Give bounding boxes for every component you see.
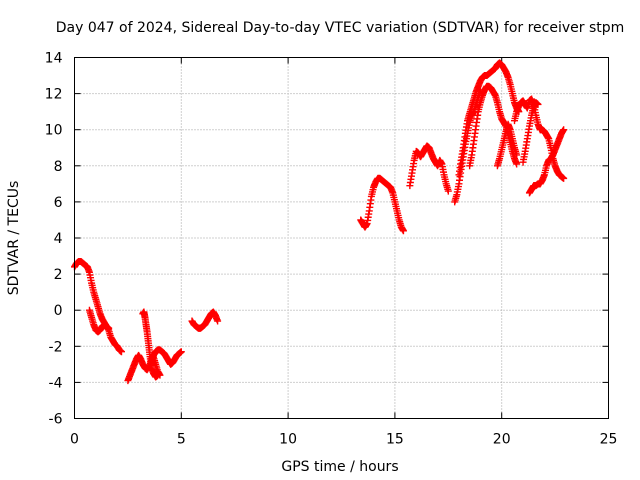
grid-lines: [74, 57, 609, 419]
data-point: [214, 317, 222, 325]
series-track-1: [71, 257, 113, 332]
series-track-5: [147, 346, 185, 368]
series-track-8: [406, 142, 452, 195]
data-point: [117, 348, 125, 356]
data-point: [534, 100, 542, 108]
series-track-15: [519, 99, 542, 166]
series-track-2: [85, 306, 125, 356]
y-tick-label: 6: [54, 195, 63, 211]
y-tick-label: 4: [54, 231, 63, 247]
series-track-14: [525, 126, 568, 197]
y-tick-label: 12: [45, 87, 63, 103]
x-tick-label: 10: [279, 432, 297, 448]
x-tick-label: 0: [70, 432, 79, 448]
y-tick-label: -2: [49, 339, 63, 355]
x-axis-label: GPS time / hours: [281, 459, 398, 475]
data-point: [444, 187, 452, 195]
data-point: [560, 126, 568, 134]
y-tick-label: 8: [54, 159, 63, 175]
data-point: [513, 160, 521, 168]
y-tick-label: 14: [45, 51, 63, 67]
data-points: [71, 59, 568, 385]
data-point: [177, 348, 185, 356]
series-track-12: [493, 120, 521, 170]
x-tick-label: 25: [600, 432, 618, 448]
plot-frame: [74, 57, 609, 419]
chart-title: Day 047 of 2024, Sidereal Day-to-day VTE…: [56, 20, 625, 36]
x-tick-label: 20: [493, 432, 511, 448]
data-point: [560, 174, 568, 182]
y-tick-labels: -6 -4 -2 0 2 4 6 8 10 12 14: [45, 51, 63, 428]
x-tick-label: 5: [177, 432, 186, 448]
y-tick-label: -6: [49, 412, 63, 428]
data-point: [513, 151, 521, 159]
data-point: [399, 227, 407, 235]
series-track-7: [357, 174, 407, 235]
y-tick-label: 2: [54, 267, 63, 283]
y-tick-label: 0: [54, 303, 63, 319]
data-point: [154, 371, 162, 379]
y-axis-label: SDTVAR / TECUs: [6, 181, 22, 296]
series-track-6: [188, 308, 222, 332]
series-track-3: [124, 351, 164, 385]
x-tick-labels: 0 5 10 15 20 25: [70, 432, 617, 448]
y-tick-label: 10: [45, 123, 63, 139]
x-tick-label: 15: [386, 432, 404, 448]
y-tick-label: -4: [49, 375, 63, 391]
